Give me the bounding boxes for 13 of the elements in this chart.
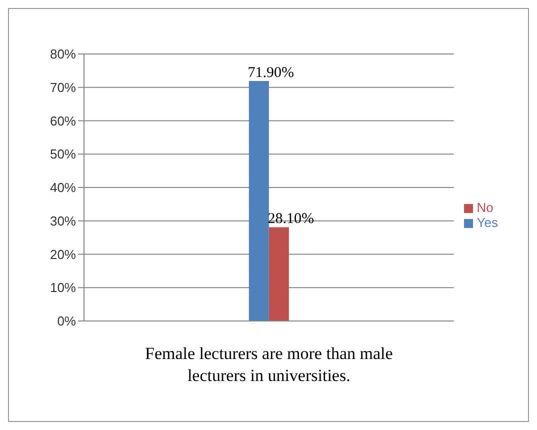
legend-label: No <box>476 200 494 215</box>
y-tick-label: 40% <box>50 180 76 196</box>
x-tick-label: Female lecturers are more than male lecturers in universities. <box>144 344 393 385</box>
y-tick-label: 20% <box>50 246 76 262</box>
y-tick-label: 10% <box>50 280 76 296</box>
y-tick-label: 60% <box>50 113 76 128</box>
y-tick-label: 30% <box>50 213 76 228</box>
y-tick-label: 0% <box>57 314 76 329</box>
data-label: 71.90% <box>248 65 294 82</box>
y-tick-label: 70% <box>50 80 76 95</box>
y-tick-label: 80% <box>50 46 76 62</box>
y-tick-label: 50% <box>50 146 76 162</box>
legend-label: Yes <box>476 215 498 230</box>
